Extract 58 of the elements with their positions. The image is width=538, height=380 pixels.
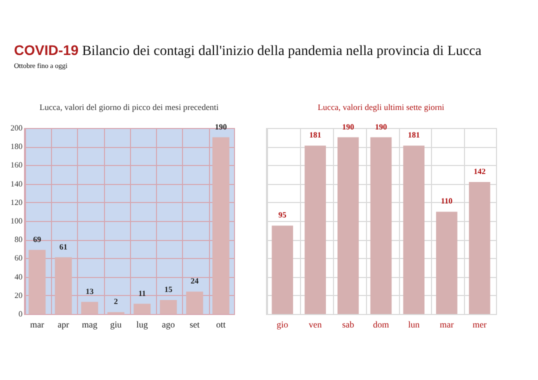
y-tick-label: 200: [10, 124, 22, 132]
x-tick-label: mag: [82, 320, 98, 330]
y-tick-label: 160: [10, 160, 22, 170]
bar: [272, 226, 294, 314]
data-label: 69: [33, 234, 42, 244]
text: COVID-19 Bilancio dei contagi dall'inizio della pandemia nella provincia di Lucca: [14, 42, 482, 60]
x-tick-label: ago: [162, 320, 176, 330]
bar: [403, 146, 425, 314]
x-tick-label: apr: [58, 320, 70, 330]
bar: [337, 137, 359, 314]
bar: [436, 212, 458, 314]
bar: [54, 257, 72, 314]
y-tick-label: 60: [14, 254, 22, 263]
data-label: 181: [408, 130, 420, 140]
data-label: 110: [440, 196, 452, 206]
chart-title: Lucca, valori del giorno di picco dei mesi precedenti: [39, 102, 220, 112]
bar: [28, 250, 46, 314]
data-label: 13: [86, 286, 94, 296]
data-label: 95: [278, 210, 286, 220]
data-label: 15: [164, 285, 172, 294]
y-tick-label: 20: [14, 290, 22, 300]
bar: [370, 137, 392, 314]
x-tick-label: set: [190, 320, 200, 330]
x-tick-label: gio: [276, 320, 289, 330]
x-tick-label: dom: [372, 320, 390, 330]
x-tick-label: lug: [136, 320, 148, 330]
data-label: 190: [342, 122, 354, 132]
x-tick-label: mer: [472, 320, 487, 330]
data-label: 61: [59, 242, 68, 252]
bar: [186, 292, 204, 314]
y-tick-label: 40: [14, 272, 22, 282]
x-tick-label: sab: [342, 320, 355, 330]
x-tick-label: mar: [30, 320, 44, 330]
data-label: 24: [190, 276, 199, 286]
bar: [134, 304, 151, 314]
data-label: 190: [214, 122, 227, 132]
bar: [304, 146, 326, 314]
data-label: 190: [375, 122, 387, 132]
bar: [160, 300, 177, 314]
data-label: 142: [474, 166, 486, 176]
y-tick-label: 120: [10, 198, 22, 207]
bar: [81, 302, 98, 314]
y-tick-label: 80: [14, 235, 22, 244]
data-label: 2: [114, 297, 118, 306]
x-tick-label: lun: [408, 320, 420, 330]
chart-title: Lucca, valori degli ultimi sette giorni: [318, 102, 445, 112]
x-tick-label: ven: [308, 320, 322, 330]
y-tick-label: 140: [10, 179, 22, 188]
bar: [468, 182, 490, 314]
y-tick-label: 100: [10, 216, 22, 226]
data-label: 181: [309, 130, 322, 140]
bar: [212, 137, 230, 314]
y-tick-label: 0: [18, 310, 22, 318]
x-tick-label: mar: [440, 320, 454, 330]
y-tick-label: 180: [10, 142, 22, 152]
x-tick-label: giu: [110, 320, 122, 330]
data-label: 11: [138, 288, 146, 298]
x-tick-label: ott: [216, 320, 226, 330]
